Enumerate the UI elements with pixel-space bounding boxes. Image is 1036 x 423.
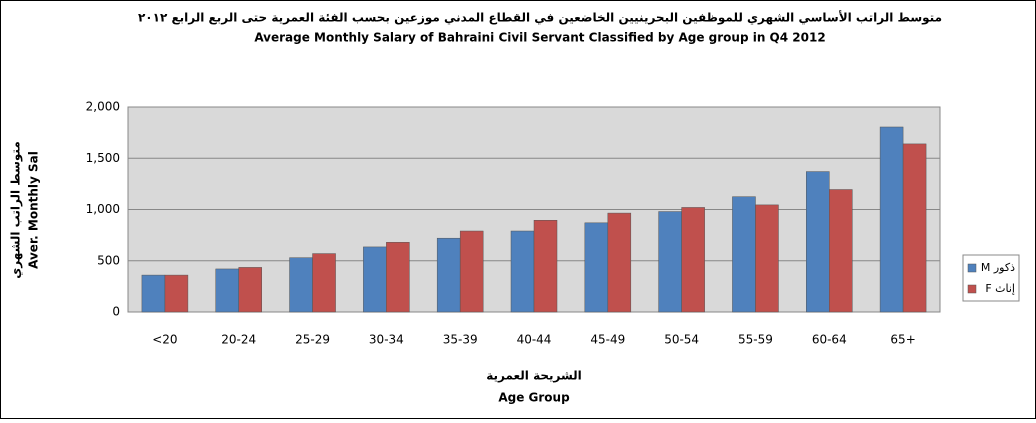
bar [584,222,609,313]
bar [806,171,830,313]
legend-label: إناث F [985,282,1015,295]
bar [363,246,387,313]
x-axis-label: الشريحة العمرية [486,369,582,383]
y-tick-label: 500 [97,253,120,267]
x-tick-label: <20 [152,333,177,347]
x-tick-label: 50-54 [664,333,699,347]
y-tick-label: 1,500 [86,151,120,165]
x-tick-label: 35-39 [443,333,478,347]
bar [658,211,682,313]
y-tick-label: 0 [112,305,120,319]
y-axis-label: متوسط الراتب الشهري [9,141,24,278]
bar [510,230,535,313]
bar [238,267,262,313]
bar [215,268,239,313]
bar [312,253,336,313]
y-axis-label: Aver. Monthly Sal [27,151,41,269]
bar [607,212,632,313]
chart-subtitle: Average Monthly Salary of Bahraini Civil… [254,31,825,45]
bar [755,204,779,313]
bar [141,274,166,313]
x-tick-label: 40-44 [517,333,552,347]
bar [681,207,705,313]
bar [459,230,484,313]
x-tick-label: 45-49 [590,333,625,347]
x-tick-label: 25-29 [295,333,330,347]
x-tick-label: 30-34 [369,333,404,347]
legend-swatch [967,263,977,273]
bar [902,143,927,313]
bar [289,257,313,313]
legend-box [962,254,1020,302]
x-tick-label: 65+ [890,333,915,347]
y-tick-label: 1,000 [86,202,120,216]
x-tick-label: 20-24 [221,333,256,347]
bar [879,126,904,313]
bar [829,189,853,313]
chart-title: متوسط الراتب الأساسي الشهري للموظفين الب… [138,10,942,26]
y-tick-label: 2,000 [86,100,120,114]
bar [164,274,189,313]
x-tick-label: 60-64 [812,333,847,347]
bar [436,237,461,313]
x-tick-label: 55-59 [738,333,773,347]
bar [386,242,410,313]
legend-swatch [967,284,977,294]
x-axis-label: Age Group [498,391,570,405]
legend-label: ذكور M [981,261,1015,274]
bar [533,220,558,313]
bar [732,196,756,313]
